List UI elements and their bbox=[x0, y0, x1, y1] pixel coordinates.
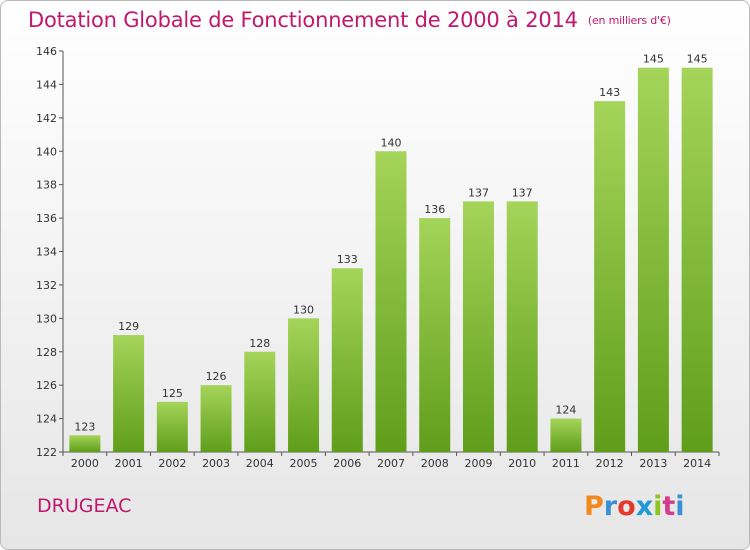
y-tick-label: 144 bbox=[36, 78, 57, 91]
y-tick-label: 138 bbox=[36, 179, 57, 192]
value-label: 123 bbox=[74, 420, 95, 433]
bar bbox=[200, 385, 232, 452]
bar bbox=[69, 435, 101, 452]
logo-letter: P bbox=[584, 491, 604, 522]
bar bbox=[550, 418, 582, 452]
bar bbox=[681, 67, 713, 452]
y-tick-label: 136 bbox=[36, 212, 57, 225]
value-label: 145 bbox=[643, 53, 664, 66]
value-label: 145 bbox=[687, 53, 708, 66]
x-tick-label: 2003 bbox=[202, 457, 230, 470]
y-tick-label: 126 bbox=[36, 379, 57, 392]
value-label: 137 bbox=[512, 186, 533, 199]
value-label: 137 bbox=[468, 186, 489, 199]
bar bbox=[244, 351, 276, 452]
bar bbox=[419, 218, 451, 452]
logo-letter: x bbox=[635, 491, 654, 522]
commune-name: DRUGEAC bbox=[37, 495, 132, 517]
bar bbox=[288, 318, 320, 452]
value-label: 129 bbox=[118, 320, 139, 333]
value-label: 124 bbox=[555, 404, 576, 417]
x-tick-label: 2010 bbox=[508, 457, 536, 470]
logo-letter: i bbox=[675, 491, 685, 522]
y-tick-label: 140 bbox=[36, 145, 57, 158]
x-tick-label: 2013 bbox=[639, 457, 667, 470]
bar bbox=[506, 201, 538, 452]
bar bbox=[156, 401, 188, 452]
unit-note: (en milliers d'€) bbox=[587, 14, 671, 27]
value-label: 140 bbox=[381, 136, 402, 149]
x-tick-label: 2009 bbox=[464, 457, 492, 470]
y-tick-label: 128 bbox=[36, 346, 57, 359]
value-label: 126 bbox=[206, 370, 227, 383]
value-label: 136 bbox=[424, 203, 445, 216]
x-tick-label: 2005 bbox=[290, 457, 318, 470]
x-tick-label: 2012 bbox=[596, 457, 624, 470]
x-tick-label: 2000 bbox=[71, 457, 99, 470]
logo-letter: i bbox=[653, 491, 663, 522]
logo-letter: r bbox=[603, 491, 618, 522]
x-tick-label: 2006 bbox=[333, 457, 361, 470]
value-label: 133 bbox=[337, 253, 358, 266]
y-tick-label: 130 bbox=[36, 312, 57, 325]
x-tick-label: 2008 bbox=[421, 457, 449, 470]
proxiti-logo: Proxiti bbox=[584, 491, 685, 522]
x-tick-label: 2007 bbox=[377, 457, 405, 470]
bar bbox=[113, 335, 145, 452]
x-tick-label: 2011 bbox=[552, 457, 580, 470]
value-label: 143 bbox=[599, 86, 620, 99]
y-tick-label: 146 bbox=[36, 45, 57, 58]
title-text: Dotation Globale de Fonctionnement de 20… bbox=[28, 8, 578, 32]
logo-letter: t bbox=[662, 491, 676, 522]
bar bbox=[594, 101, 626, 452]
value-label: 128 bbox=[249, 337, 270, 350]
x-tick-label: 2001 bbox=[115, 457, 143, 470]
y-tick-label: 132 bbox=[36, 279, 57, 292]
value-label: 130 bbox=[293, 303, 314, 316]
chart-axes: 122 124 126 128 130 132 134 136 138 140 142 144 146 2… bbox=[36, 45, 720, 470]
bar bbox=[331, 268, 363, 452]
x-tick-label: 2014 bbox=[683, 457, 711, 470]
bar bbox=[375, 151, 407, 452]
bar bbox=[462, 201, 494, 452]
chart-bars: 123 129 125 126 128 130 133 140 136 137 137 124 143 1… bbox=[69, 53, 713, 452]
x-tick-label: 2004 bbox=[246, 457, 274, 470]
y-tick-label: 124 bbox=[36, 413, 57, 426]
bar bbox=[637, 67, 669, 452]
value-label: 125 bbox=[162, 387, 183, 400]
y-tick-label: 134 bbox=[36, 246, 57, 259]
y-tick-label: 122 bbox=[36, 446, 57, 459]
logo-letter: o bbox=[617, 491, 636, 522]
x-tick-label: 2002 bbox=[158, 457, 186, 470]
chart-title: Dotation Globale de Fonctionnement de 20… bbox=[28, 8, 671, 32]
y-tick-label: 142 bbox=[36, 112, 57, 125]
